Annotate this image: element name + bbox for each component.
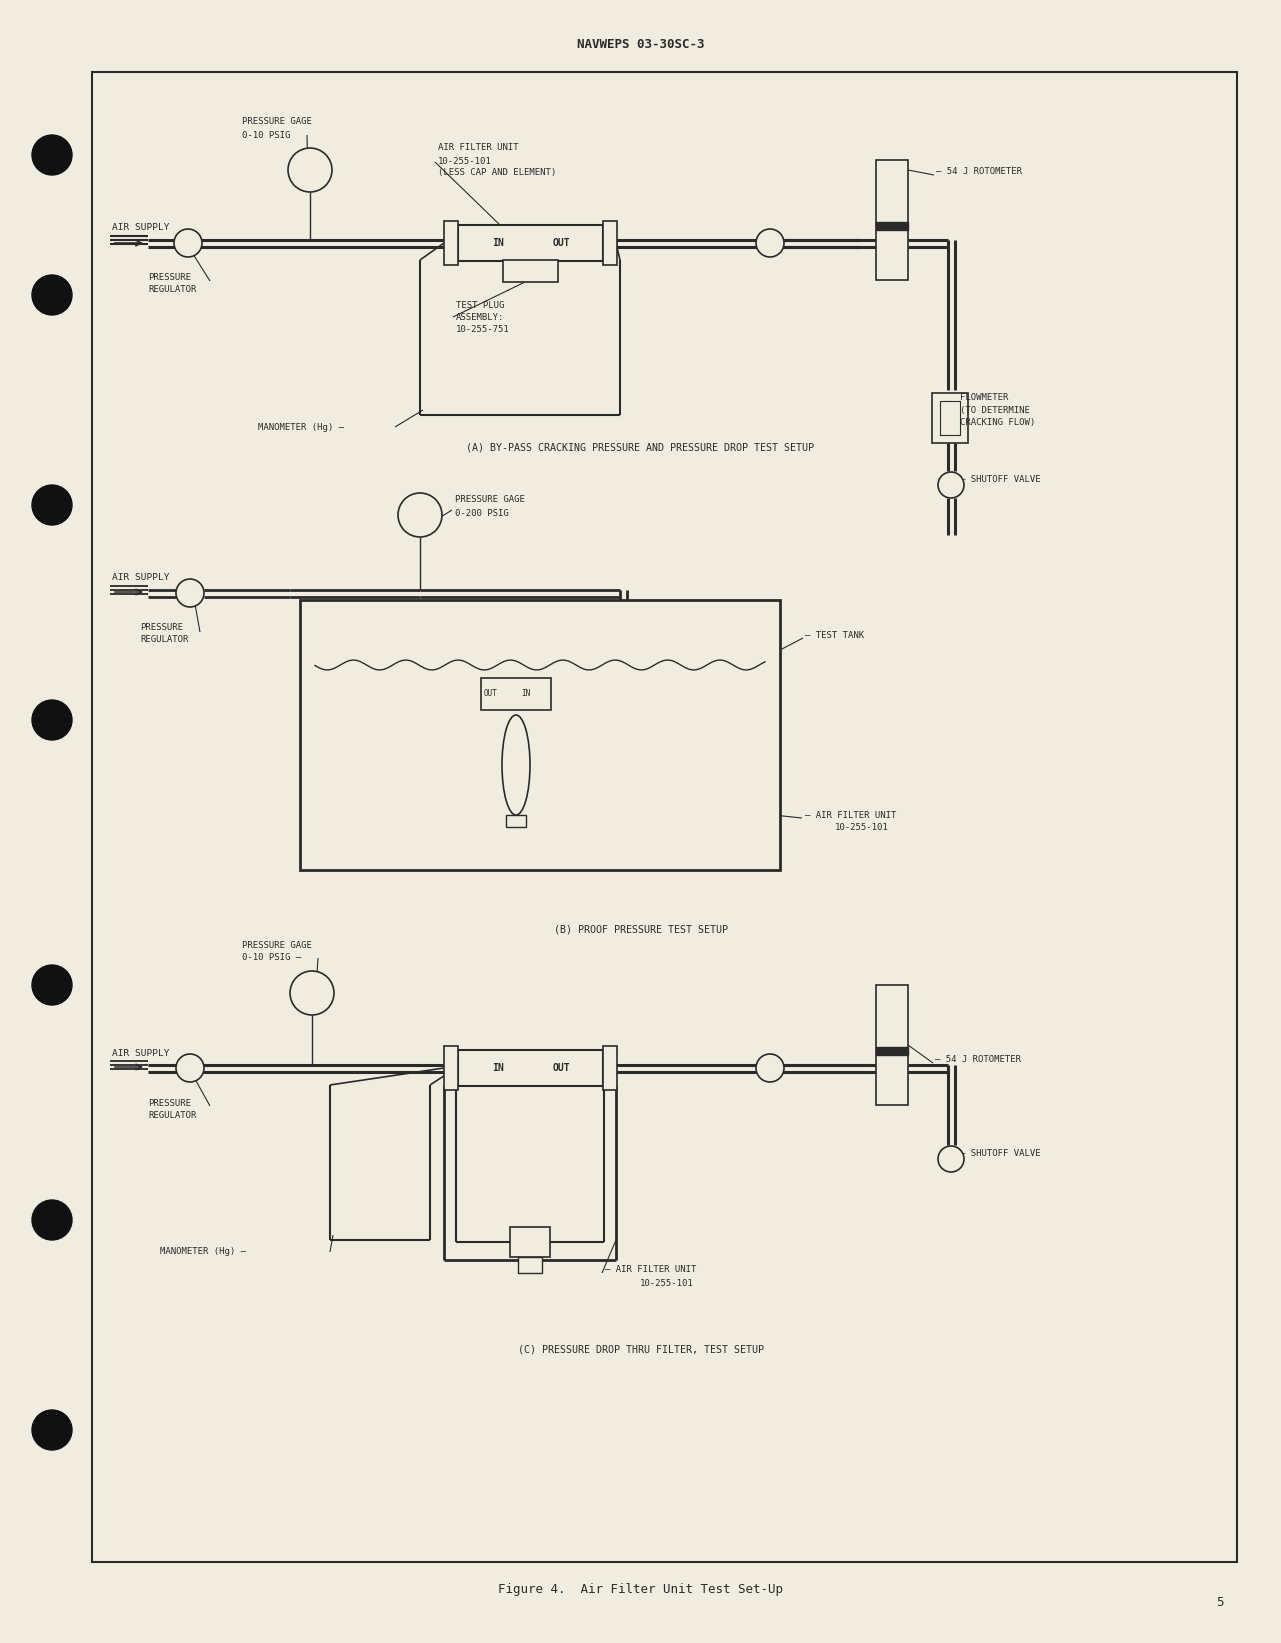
Text: — AIR FILTER UNIT: — AIR FILTER UNIT [605, 1265, 697, 1275]
Text: 5: 5 [1216, 1595, 1223, 1608]
Text: AIR SUPPLY: AIR SUPPLY [111, 1048, 169, 1058]
Text: OUT: OUT [553, 1063, 571, 1073]
Text: NAVWEPS 03-30SC-3: NAVWEPS 03-30SC-3 [576, 38, 705, 51]
Text: REGULATOR: REGULATOR [140, 636, 188, 644]
Bar [876, 986, 908, 1106]
Circle shape [32, 485, 72, 526]
Bar [602, 222, 616, 265]
Text: PRESSURE GAGE: PRESSURE GAGE [242, 940, 311, 950]
Circle shape [32, 700, 72, 739]
Bar [876, 1047, 908, 1055]
Text: — SHUTOFF VALVE: — SHUTOFF VALVE [959, 475, 1040, 485]
Text: 10-255-101: 10-255-101 [438, 156, 492, 166]
Bar [300, 600, 780, 871]
Text: (B) PROOF PRESSURE TEST SETUP: (B) PROOF PRESSURE TEST SETUP [553, 925, 728, 935]
Text: IN: IN [492, 238, 503, 248]
Bar [480, 679, 551, 710]
Circle shape [290, 971, 334, 1015]
Ellipse shape [502, 715, 530, 815]
Text: MANOMETER (Hg) —: MANOMETER (Hg) — [257, 422, 345, 432]
Text: — 54 J ROTOMETER: — 54 J ROTOMETER [935, 1055, 1021, 1065]
Text: 10-255-101: 10-255-101 [640, 1278, 694, 1288]
Text: PRESSURE: PRESSURE [149, 273, 191, 283]
Text: 10-255-751: 10-255-751 [456, 325, 510, 334]
Circle shape [938, 472, 965, 498]
Text: — SHUTOFF VALVE: — SHUTOFF VALVE [959, 1150, 1040, 1158]
Circle shape [288, 148, 332, 192]
Circle shape [175, 1055, 204, 1083]
Text: 0-200 PSIG: 0-200 PSIG [455, 508, 509, 518]
Text: OUT: OUT [553, 238, 571, 248]
Text: AIR SUPPLY: AIR SUPPLY [111, 223, 169, 233]
Bar [506, 815, 526, 826]
Bar [518, 1257, 542, 1273]
Text: TEST PLUG: TEST PLUG [456, 301, 505, 309]
Circle shape [32, 135, 72, 176]
Bar [443, 222, 457, 265]
Text: PRESSURE GAGE: PRESSURE GAGE [242, 118, 311, 127]
Text: (C) PRESSURE DROP THRU FILTER, TEST SETUP: (C) PRESSURE DROP THRU FILTER, TEST SETU… [518, 1346, 763, 1355]
Text: IN: IN [521, 690, 530, 698]
Bar [92, 72, 1237, 1562]
Text: ASSEMBLY:: ASSEMBLY: [456, 312, 505, 322]
Bar [457, 1050, 602, 1086]
Text: 0-10 PSIG: 0-10 PSIG [242, 130, 291, 140]
Text: — 54 J ROTOMETER: — 54 J ROTOMETER [936, 168, 1022, 176]
Text: FLOWMETER: FLOWMETER [959, 394, 1008, 403]
Text: (TO DETERMINE: (TO DETERMINE [959, 406, 1030, 414]
Bar [940, 401, 959, 435]
Bar [457, 225, 602, 261]
Bar [510, 1227, 550, 1257]
Circle shape [32, 274, 72, 315]
Text: 10-255-101: 10-255-101 [835, 823, 889, 833]
Circle shape [938, 1147, 965, 1171]
Circle shape [175, 578, 204, 606]
Text: — AIR FILTER UNIT: — AIR FILTER UNIT [804, 810, 897, 820]
Text: CRACKING FLOW): CRACKING FLOW) [959, 417, 1035, 427]
Text: AIR FILTER UNIT: AIR FILTER UNIT [438, 143, 519, 153]
Text: OUT: OUT [484, 690, 498, 698]
Circle shape [756, 1055, 784, 1083]
Text: (LESS CAP AND ELEMENT): (LESS CAP AND ELEMENT) [438, 169, 556, 177]
Text: REGULATOR: REGULATOR [149, 286, 196, 294]
Bar [443, 1047, 457, 1089]
Circle shape [32, 1199, 72, 1240]
Circle shape [398, 493, 442, 537]
Text: MANOMETER (Hg) —: MANOMETER (Hg) — [160, 1247, 246, 1257]
Text: REGULATOR: REGULATOR [149, 1111, 196, 1119]
Bar [876, 222, 908, 230]
Text: PRESSURE: PRESSURE [140, 623, 183, 633]
Bar [876, 159, 908, 279]
Text: PRESSURE: PRESSURE [149, 1099, 191, 1107]
Text: AIR SUPPLY: AIR SUPPLY [111, 573, 169, 583]
Text: — TEST TANK: — TEST TANK [804, 631, 865, 639]
Text: 0-10 PSIG —: 0-10 PSIG — [242, 953, 301, 963]
Bar [602, 1047, 616, 1089]
Circle shape [32, 964, 72, 1006]
Circle shape [756, 228, 784, 256]
Circle shape [174, 228, 202, 256]
Text: (A) BY-PASS CRACKING PRESSURE AND PRESSURE DROP TEST SETUP: (A) BY-PASS CRACKING PRESSURE AND PRESSU… [466, 442, 815, 452]
Bar [503, 260, 559, 283]
Circle shape [32, 1410, 72, 1451]
Text: IN: IN [492, 1063, 503, 1073]
Bar [933, 393, 968, 444]
Text: PRESSURE GAGE: PRESSURE GAGE [455, 496, 525, 504]
Text: Figure 4.  Air Filter Unit Test Set-Up: Figure 4. Air Filter Unit Test Set-Up [498, 1584, 783, 1597]
